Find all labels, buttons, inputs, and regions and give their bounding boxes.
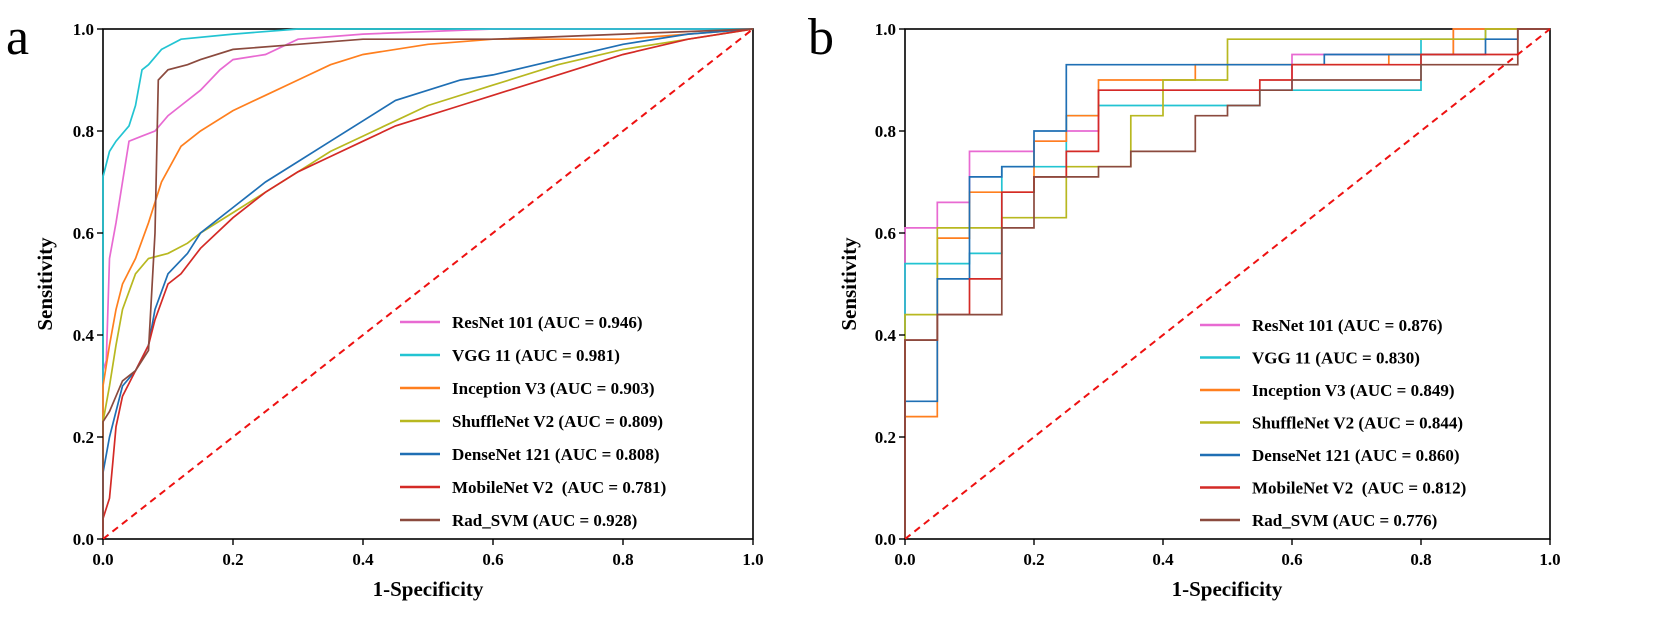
y-tick-label: 0.6: [875, 224, 896, 243]
legend-label: ShuffleNet V2 (AUC = 0.844): [1252, 414, 1463, 433]
legend-label: Rad_SVM (AUC = 0.928): [452, 511, 637, 530]
legend-label: MobileNet V2 (AUC = 0.781): [452, 478, 666, 497]
legend-label: ResNet 101 (AUC = 0.946): [452, 313, 643, 332]
y-tick-label: 0.6: [73, 224, 94, 243]
reference-line-b: [904, 28, 1551, 540]
x-tick-label: 1.0: [1539, 550, 1560, 569]
panel-b: b 0.0 0.2 0.4 0.6 0.8 1.0 0.0 0.2 0.4 0.6 0.8 1.0 1…: [808, 9, 1561, 601]
y-tick-label: 1.0: [875, 20, 896, 39]
x-tick-label: 0.2: [1023, 550, 1044, 569]
panel-letter-b: b: [808, 9, 834, 66]
roc-curve-mobilenet-v2: [102, 28, 754, 539]
x-tick-label: 0.6: [482, 550, 503, 569]
curves-a: [102, 28, 754, 539]
roc-curve-resnet-101: [102, 28, 753, 539]
x-tick-label: 0.0: [894, 550, 915, 569]
legend-label: MobileNet V2 (AUC = 0.812): [1252, 479, 1466, 498]
legend-label: DenseNet 121 (AUC = 0.860): [1252, 446, 1460, 465]
legend-label: VGG 11 (AUC = 0.981): [452, 346, 620, 365]
legend-label: Inception V3 (AUC = 0.903): [452, 379, 655, 398]
x-tick-label: 0.4: [352, 550, 374, 569]
roc-curve-vgg-11: [102, 28, 753, 539]
y-tick-label: 0.8: [875, 122, 896, 141]
roc-curve-densenet-121: [904, 28, 1550, 539]
x-tick-label: 0.2: [222, 550, 243, 569]
y-tick-label: 0.0: [73, 530, 94, 549]
legend-label: DenseNet 121 (AUC = 0.808): [452, 445, 660, 464]
y-tick-label: 0.2: [73, 428, 94, 447]
y-tick-label: 0.0: [875, 530, 896, 549]
roc-curve-rad-svm: [904, 28, 1550, 539]
axis-ticks-a: 0.0 0.2 0.4 0.6 0.8 1.0 0.0 0.2 0.4 0.6 0.8 1.0: [73, 20, 764, 569]
x-tick-label: 0.8: [612, 550, 633, 569]
y-tick-label: 1.0: [73, 20, 94, 39]
y-tick-label: 0.4: [875, 326, 897, 345]
x-tick-label: 0.4: [1152, 550, 1174, 569]
legend-label: VGG 11 (AUC = 0.830): [1252, 349, 1420, 368]
axis-ticks-b: 0.0 0.2 0.4 0.6 0.8 1.0 0.0 0.2 0.4 0.6 0.8 1.0: [875, 20, 1561, 569]
x-axis-title-b: 1-Specificity: [1172, 577, 1283, 601]
y-axis-title-a: Sensitivity: [33, 237, 57, 331]
legend-label: ShuffleNet V2 (AUC = 0.809): [452, 412, 663, 431]
legend-a: ResNet 101 (AUC = 0.946) VGG 11 (AUC = 0.…: [400, 313, 666, 530]
legend-label: Rad_SVM (AUC = 0.776): [1252, 511, 1437, 530]
x-tick-label: 0.6: [1281, 550, 1302, 569]
x-tick-label: 0.8: [1410, 550, 1431, 569]
panel-a: a 0.0 0.2 0.4 0.6 0.8 1.0 0.0 0.2 0.4 0.6 0.8 1.0 1…: [6, 9, 764, 601]
panel-letter-a: a: [6, 9, 29, 66]
roc-curve-shufflenet-v2: [102, 28, 754, 539]
legend-label: ResNet 101 (AUC = 0.876): [1252, 316, 1443, 335]
y-axis-title-b: Sensitivity: [837, 237, 861, 331]
y-tick-label: 0.2: [875, 428, 896, 447]
legend-label: Inception V3 (AUC = 0.849): [1252, 381, 1455, 400]
x-tick-label: 0.0: [92, 550, 113, 569]
x-tick-label: 1.0: [742, 550, 763, 569]
x-axis-title-a: 1-Specificity: [373, 577, 484, 601]
roc-curve-rad-svm: [102, 28, 754, 539]
y-tick-label: 0.8: [73, 122, 94, 141]
legend-b: ResNet 101 (AUC = 0.876) VGG 11 (AUC = 0.…: [1200, 316, 1466, 530]
curves-b: [904, 28, 1550, 539]
roc-curve-densenet-121: [102, 28, 754, 539]
y-tick-label: 0.4: [73, 326, 95, 345]
reference-line-a: [102, 28, 754, 540]
